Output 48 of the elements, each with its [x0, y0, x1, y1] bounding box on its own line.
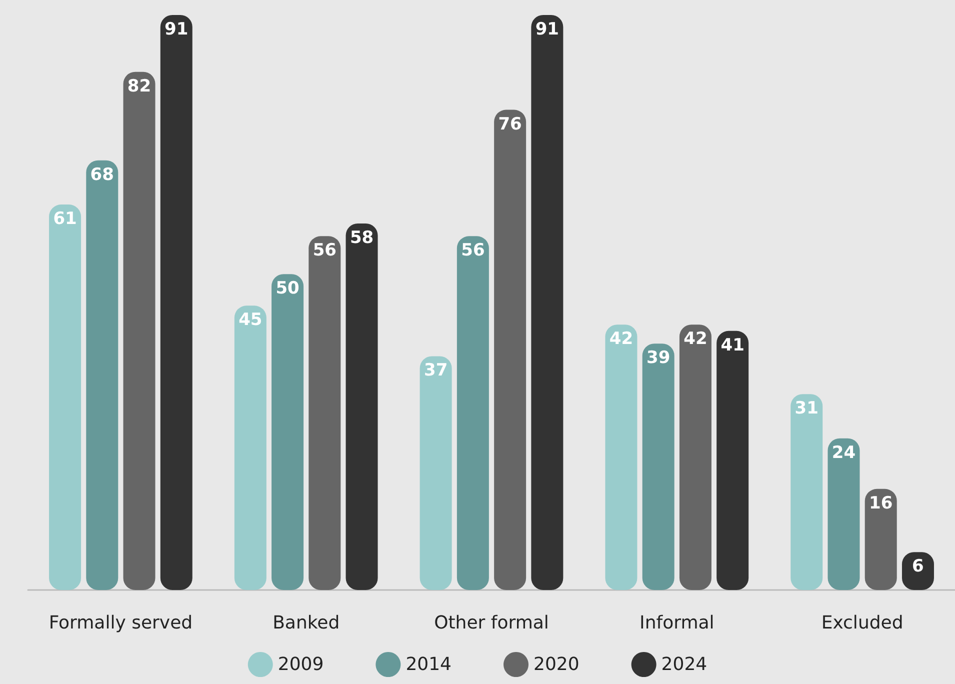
- data-label: 91: [164, 20, 188, 40]
- data-label: 39: [646, 348, 670, 368]
- data-label: 56: [312, 240, 336, 261]
- bar: [420, 356, 452, 590]
- bar: [272, 274, 304, 590]
- data-label: 41: [720, 335, 744, 356]
- data-label: 6: [912, 556, 924, 577]
- x-tick-label: Banked: [272, 612, 340, 634]
- data-label: 16: [869, 493, 893, 514]
- bar: [86, 160, 118, 590]
- bar: [308, 236, 341, 590]
- x-tick-label: Other formal: [434, 612, 549, 634]
- bar: [864, 488, 897, 590]
- data-label: 37: [424, 360, 448, 381]
- bar: [716, 330, 749, 590]
- bar: [828, 438, 860, 590]
- legend-label: 2020: [534, 654, 580, 675]
- bar: [456, 236, 489, 590]
- bar: [346, 224, 378, 590]
- data-label: 45: [238, 310, 262, 330]
- legend-label: 2014: [406, 654, 452, 675]
- data-label: 91: [535, 20, 560, 40]
- data-label: 50: [276, 278, 300, 299]
- data-label: 61: [53, 209, 77, 230]
- data-label: 24: [832, 442, 856, 463]
- data-label: 42: [609, 329, 634, 350]
- bar: [679, 324, 712, 590]
- bar: [160, 15, 192, 590]
- legend-label: 2024: [661, 654, 708, 675]
- bar: [642, 344, 674, 590]
- bar: [123, 72, 156, 590]
- data-label: 31: [794, 398, 818, 419]
- data-label: 42: [684, 329, 708, 350]
- legend-label: 2009: [278, 654, 324, 675]
- x-tick-label: Excluded: [821, 612, 904, 634]
- data-label: 68: [90, 164, 114, 185]
- bar: [790, 394, 823, 590]
- x-tick-label: Informal: [640, 612, 714, 634]
- x-tick-label: Formally served: [48, 612, 193, 634]
- bar: [494, 110, 526, 590]
- bar: [531, 15, 564, 590]
- bar: [49, 204, 82, 590]
- data-label: 82: [127, 76, 152, 96]
- data-label: 76: [498, 114, 522, 134]
- bar: [234, 306, 266, 590]
- data-label: 56: [461, 240, 485, 261]
- bar: [605, 324, 638, 590]
- data-label: 58: [350, 228, 374, 248]
